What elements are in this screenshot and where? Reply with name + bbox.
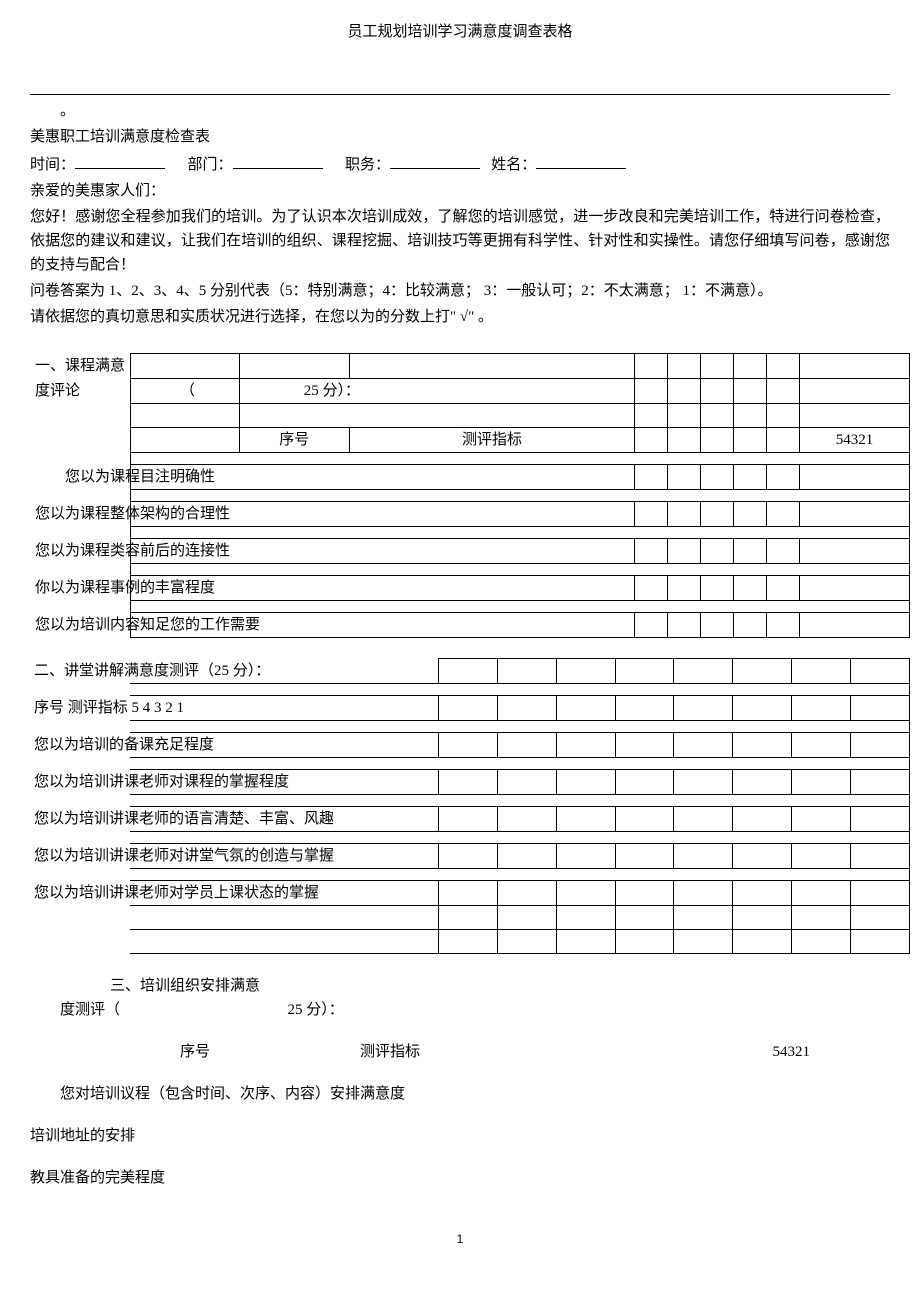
instruction-line: 请依据您的真切意思和实质状况进行选择，在您以为的分数上打" √" 。: [30, 305, 890, 329]
section3-row-0[interactable]: 您对培训议程（包含时间、次序、内容）安排满意度: [60, 1082, 890, 1106]
section3-row-2[interactable]: 教具准备的完美程度: [30, 1166, 890, 1190]
time-label: 时间：: [30, 157, 75, 173]
position-blank[interactable]: [390, 151, 480, 169]
section3-header-row: 序号 测评指标 54321: [30, 1040, 890, 1064]
table-row[interactable]: 您以为培训讲课老师对课程的掌握程度: [130, 769, 910, 794]
scale-explanation: 问卷答案为 1、2、3、4、5 分别代表（5：特别满意；4：比较满意； 3：一般…: [30, 279, 890, 303]
table-row[interactable]: 您以为培训内容知足您的工作需要: [131, 613, 910, 638]
section1-row-2: 您以为课程类容前后的连接性: [35, 543, 230, 559]
col-indicator-header: 测评指标: [349, 428, 635, 453]
table-row[interactable]: 您以为课程目注明确性: [131, 465, 910, 490]
section3-col-indicator: 测评指标: [360, 1040, 420, 1064]
name-blank[interactable]: [536, 151, 626, 169]
section1-row-4: 您以为培训内容知足您的工作需要: [35, 617, 260, 633]
table-row: [131, 404, 910, 428]
col-scores-header: 54321: [800, 428, 910, 453]
table-row: [131, 453, 910, 465]
table-row: 一、课程满意: [131, 354, 910, 379]
section3-title-prefix: 度测评（: [60, 1002, 120, 1018]
section1-row-3: 你以为课程事例的丰富程度: [35, 580, 215, 596]
table-row: 二、讲堂讲解满意度测评（25 分）：: [130, 659, 910, 684]
section2-row-2: 您以为培训讲课老师的语言清楚、丰富、风趣: [34, 811, 334, 827]
section3-col-scores: 54321: [773, 1040, 811, 1064]
table-row[interactable]: 您以为培训的备课充足程度: [130, 732, 910, 757]
page-number: 1: [30, 1230, 890, 1249]
paren-open: （: [180, 383, 195, 399]
intro-paragraph: 您好！感谢您全程参加我们的培训。为了认识本次培训成效，了解您的培训感觉，进一步改…: [30, 205, 890, 277]
table-row: [131, 564, 910, 576]
dept-label: 部门：: [188, 157, 233, 173]
section1-table: 一、课程满意 度评论（ 25 分）： 序号 测评指标 54321 您以为课程目注…: [130, 353, 910, 638]
time-blank[interactable]: [75, 151, 165, 169]
table-row: [130, 794, 910, 806]
section2-header: 序号 测评指标 5 4 3 2 1: [34, 700, 184, 716]
table-row: [130, 720, 910, 732]
section3-score-label: 25 分）：: [288, 1002, 344, 1018]
section1-row-0: 您以为课程目注明确性: [65, 469, 215, 485]
table-row: [130, 868, 910, 880]
section3-row-1[interactable]: 培训地址的安排: [30, 1124, 890, 1148]
table-row: [130, 905, 910, 929]
table-row: [130, 929, 910, 953]
document-title: 员工规划培训学习满意度调查表格: [30, 20, 890, 44]
section2: 二、讲堂讲解满意度测评（25 分）： 序号 测评指标 5 4 3 2 1 您以为…: [30, 658, 890, 954]
section1-title-prefix: 度评论: [35, 383, 80, 399]
section1-score-label: 25 分）：: [304, 383, 360, 399]
greeting: 亲爱的美惠家人们：: [30, 179, 890, 203]
section2-row-0: 您以为培训的备课充足程度: [34, 737, 214, 753]
section2-row-1: 您以为培训讲课老师对课程的掌握程度: [34, 774, 289, 790]
table-row[interactable]: 您以为培训讲课老师对学员上课状态的掌握: [130, 880, 910, 905]
section2-table: 二、讲堂讲解满意度测评（25 分）： 序号 测评指标 5 4 3 2 1 您以为…: [130, 658, 910, 954]
form-meta-row: 时间： 部门： 职务： 姓名：: [30, 151, 890, 177]
name-label: 姓名：: [491, 157, 536, 173]
section3: 三、培训组织安排满意 度测评（ 25 分）： 序号 测评指标 54321 您对培…: [30, 974, 890, 1190]
section2-row-3: 您以为培训讲课老师对讲堂气氛的创造与掌握: [34, 848, 334, 864]
table-row[interactable]: 您以为培训讲课老师对讲堂气氛的创造与掌握: [130, 843, 910, 868]
dept-blank[interactable]: [233, 151, 323, 169]
table-row: [131, 601, 910, 613]
section3-title-line2: 度测评（ 25 分）：: [60, 998, 890, 1022]
col-seq-header: 序号: [239, 428, 349, 453]
table-row: [131, 490, 910, 502]
section3-title-line1: 三、培训组织安排满意: [110, 974, 890, 998]
table-header-row: 序号 测评指标 5 4 3 2 1: [130, 695, 910, 720]
section1-title-line1: 一、课程满意: [35, 358, 125, 374]
punctuation-dot: 。: [60, 99, 890, 123]
section3-col-seq: 序号: [180, 1040, 210, 1064]
horizontal-rule: [30, 94, 890, 95]
table-row[interactable]: 你以为课程事例的丰富程度: [131, 576, 910, 601]
table-row[interactable]: 您以为培训讲课老师的语言清楚、丰富、风趣: [130, 806, 910, 831]
table-header-row: 序号 测评指标 54321: [131, 428, 910, 453]
form-title: 美惠职工培训满意度检查表: [30, 125, 890, 149]
table-row: 度评论（ 25 分）：: [131, 379, 910, 404]
table-row[interactable]: 您以为课程整体架构的合理性: [131, 502, 910, 527]
table-row: [131, 527, 910, 539]
position-label: 职务：: [345, 157, 390, 173]
table-row: [130, 757, 910, 769]
section1-row-1: 您以为课程整体架构的合理性: [35, 506, 230, 522]
table-row: [130, 683, 910, 695]
section2-row-4: 您以为培训讲课老师对学员上课状态的掌握: [34, 885, 319, 901]
table-row[interactable]: 您以为课程类容前后的连接性: [131, 539, 910, 564]
section1: 一、课程满意 度评论（ 25 分）： 序号 测评指标 54321 您以为课程目注…: [30, 353, 890, 638]
section2-title: 二、讲堂讲解满意度测评（25 分）：: [34, 663, 270, 679]
table-row: [130, 831, 910, 843]
